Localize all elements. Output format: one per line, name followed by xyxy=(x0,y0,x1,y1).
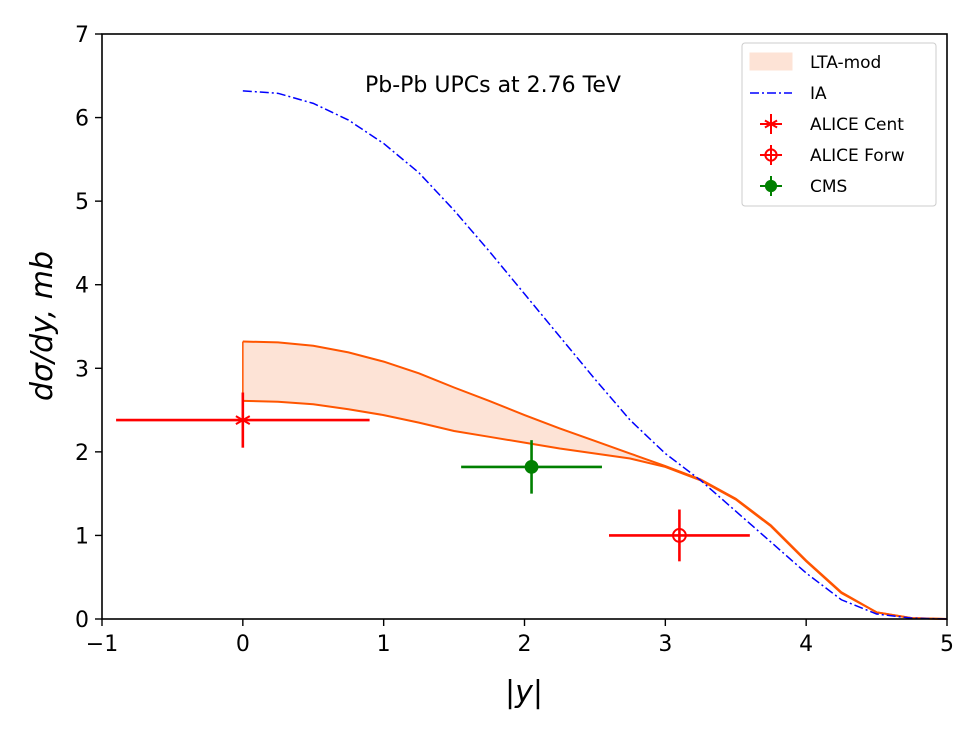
x-tick-label: 4 xyxy=(799,632,813,657)
legend-marker-cms xyxy=(760,176,782,196)
y-tick-label: 1 xyxy=(75,524,89,549)
legend-marker-shape-alice-cent-stroke xyxy=(764,119,778,129)
chart-title: Pb-Pb UPCs at 2.76 TeV xyxy=(365,73,621,98)
legend-marker-shape-alice-forw xyxy=(764,148,778,162)
plot-layer xyxy=(116,90,948,620)
legend-label-alice-cent: ALICE Cent xyxy=(810,115,904,135)
data-point-alice-forw xyxy=(609,509,750,562)
x-tick-label: −1 xyxy=(86,632,118,657)
legend-label-cms: CMS xyxy=(810,177,847,197)
legend-label-lta-mod: LTA-mod xyxy=(810,53,881,73)
marker-alice-cent-stroke xyxy=(235,415,251,425)
y-tick-label: 7 xyxy=(75,23,89,48)
legend-label-ia: IA xyxy=(810,84,827,104)
y-axis-label: dσ/dy, mb xyxy=(25,251,60,401)
legend-marker-alice-cent xyxy=(760,114,782,134)
x-axis-label: |y| xyxy=(505,675,543,710)
y-tick-label: 0 xyxy=(75,608,89,633)
y-tick-label: 6 xyxy=(75,107,89,132)
marker-alice-forw xyxy=(672,528,687,543)
x-tick-label: 5 xyxy=(940,632,954,657)
y-tick-label: 5 xyxy=(75,190,89,215)
legend-label-alice-forw: ALICE Forw xyxy=(810,146,905,166)
legend-box xyxy=(741,42,937,207)
data-point-cms xyxy=(461,440,602,494)
marker-cms xyxy=(524,460,539,474)
x-tick-label: 1 xyxy=(377,632,391,657)
series-line-ia xyxy=(242,90,948,620)
legend-marker-shape-cms xyxy=(764,179,778,193)
band-lta-mod-lower-edge xyxy=(242,399,948,620)
legend: LTA-mod IA ALICE Cent ALICE Forw CMS xyxy=(741,42,937,207)
band-lta-mod xyxy=(242,341,948,619)
data-point-alice-cent xyxy=(116,392,370,448)
y-tick-label: 4 xyxy=(75,274,89,299)
y-tick-label: 2 xyxy=(75,441,89,466)
legend-swatch-lta-mod xyxy=(749,52,793,71)
x-tick-label: 3 xyxy=(658,632,672,657)
legend-marker-alice-forw xyxy=(760,145,782,165)
x-tick-label: 0 xyxy=(236,632,250,657)
x-tick-label: 2 xyxy=(518,632,532,657)
y-tick-label: 3 xyxy=(75,357,89,382)
